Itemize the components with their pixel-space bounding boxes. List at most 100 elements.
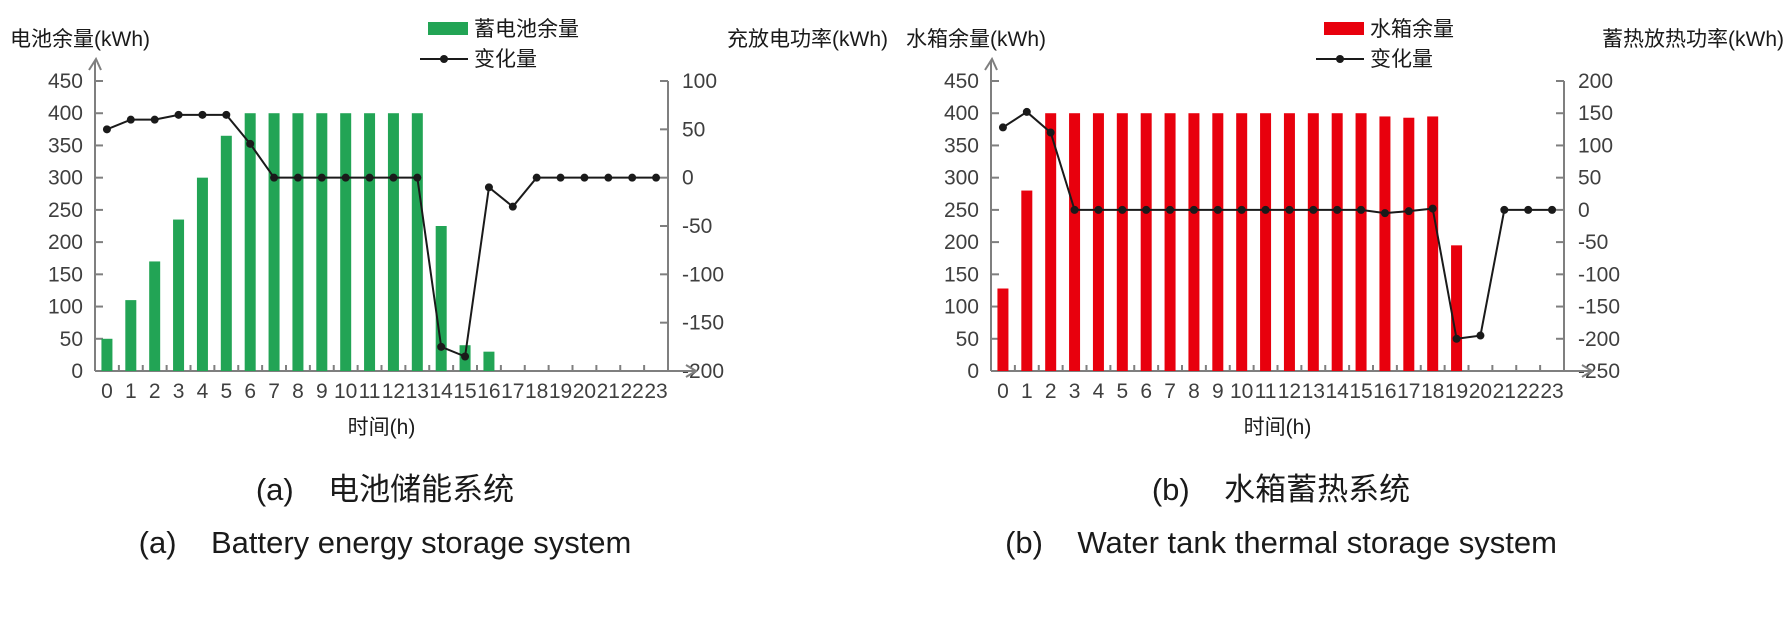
- battery-x-label: 22: [621, 380, 644, 403]
- battery-x-label: 15: [453, 380, 476, 403]
- water-tank-x-label: 9: [1212, 380, 1224, 403]
- water-tank-y-axis-arrow: [984, 56, 998, 71]
- battery-line-point-h22: [628, 173, 637, 182]
- battery-left-tick-label: 250: [48, 199, 83, 222]
- water-tank-left-axis-title: 水箱余量(kWh): [906, 28, 1046, 51]
- battery-legend-line-label: 变化量: [474, 48, 537, 71]
- battery-x-label: 13: [406, 380, 429, 403]
- battery-x-label: 12: [382, 380, 405, 403]
- water-tank-legend-bar-swatch: [1324, 22, 1364, 35]
- battery-line-point-h3: [174, 110, 183, 119]
- water-tank-bar-h4: [1092, 113, 1104, 371]
- water-tank-right-tick-label: 100: [1578, 134, 1613, 157]
- water-tank-line-point-h14: [1333, 205, 1342, 214]
- water-tank-x-label: 18: [1421, 380, 1444, 403]
- water-tank-caption-zh: (b) 水箱蓄热系统: [1151, 472, 1411, 507]
- water-tank-x-label: 19: [1445, 380, 1468, 403]
- battery-right-tick-label: -100: [682, 263, 724, 286]
- water-tank-x-label: 1: [1021, 380, 1033, 403]
- water-tank-x-axis-arrow: [1581, 364, 1594, 378]
- battery-line-point-h12: [389, 173, 398, 182]
- battery-left-tick-label: 200: [48, 231, 83, 254]
- water-tank-left-tick-label: 400: [944, 102, 979, 125]
- water-tank-x-label: 17: [1397, 380, 1420, 403]
- battery-line-point-h2: [150, 115, 159, 124]
- water-tank-line-point-h15: [1357, 205, 1366, 214]
- water-tank-line-point-h8: [1189, 205, 1198, 214]
- battery-caption-en: (a) Battery energy storage system: [138, 525, 632, 560]
- water-tank-bar-h11: [1260, 113, 1272, 371]
- water-tank-line-point-h21: [1500, 205, 1509, 214]
- water-tank-x-label: 0: [997, 380, 1009, 403]
- battery-line-point-h7: [270, 173, 279, 182]
- battery-chart: 电池余量(kWh) 充放电功率(kWh) 蓄电池余量 变化量 0 50 100 150 200 2…: [0, 6, 896, 458]
- battery-x-label: 23: [644, 380, 667, 403]
- battery-left-axis-title: 电池余量(kWh): [10, 28, 150, 51]
- battery-x-label: 20: [573, 380, 596, 403]
- battery-bar-h12: [387, 113, 399, 371]
- battery-bar-h14: [435, 226, 447, 371]
- figure-storage-systems: 电池余量(kWh) 充放电功率(kWh) 蓄电池余量 变化量 0 50 100 150 200 2…: [0, 6, 1792, 561]
- water-tank-right-tick-label: 50: [1578, 167, 1601, 190]
- battery-line-point-h0: [102, 125, 111, 134]
- battery-right-axis-title: 充放电功率(kWh): [727, 28, 888, 51]
- water-tank-left-tick-label: 350: [944, 134, 979, 157]
- water-tank-line-point-h20: [1476, 331, 1485, 340]
- water-tank-line-point-h11: [1261, 205, 1270, 214]
- water-tank-bar-h5: [1116, 113, 1128, 371]
- battery-chart-svg: 电池余量(kWh) 充放电功率(kWh)蓄电池余量变化量0501001502002…: [10, 18, 888, 439]
- battery-bar-h7: [268, 113, 280, 371]
- water-tank-bar-h12: [1283, 113, 1295, 371]
- water-tank-line-point-h7: [1166, 205, 1175, 214]
- water-tank-x-label: 7: [1164, 380, 1176, 403]
- water-tank-right-tick-label: -50: [1578, 231, 1608, 254]
- water-tank-bar-h1: [1021, 190, 1033, 371]
- battery-left-tick-label: 350: [48, 134, 83, 157]
- battery-x-label: 0: [101, 380, 113, 403]
- water-tank-x-label: 22: [1517, 380, 1540, 403]
- water-tank-change-line: [1002, 110, 1553, 340]
- water-tank-x-label: 6: [1140, 380, 1152, 403]
- water-tank-left-tick-label: 150: [944, 263, 979, 286]
- water-tank-right-tick-label: -250: [1578, 360, 1620, 383]
- battery-line-point-h17: [508, 202, 517, 211]
- water-tank-left-tick-label: 450: [944, 70, 979, 93]
- water-tank-legend-bar-label: 水箱余量: [1370, 18, 1454, 41]
- water-tank-x-label: 5: [1116, 380, 1128, 403]
- water-tank-bar-h14: [1331, 113, 1343, 371]
- battery-right-tick-label: -200: [682, 360, 724, 383]
- battery-right-tick-label: 50: [682, 118, 705, 141]
- battery-y-axis-arrow: [88, 56, 102, 71]
- battery-bar-h8: [292, 113, 304, 371]
- battery-bar-h16: [483, 351, 495, 371]
- water-tank-left-tick-label: 250: [944, 199, 979, 222]
- battery-line-point-h16: [484, 183, 493, 192]
- water-tank-left-tick-label: 100: [944, 296, 979, 319]
- battery-bar-h13: [411, 113, 423, 371]
- water-tank-x-label: 11: [1255, 380, 1277, 403]
- water-tank-line-point-h10: [1237, 205, 1246, 214]
- battery-bar-h4: [196, 177, 208, 371]
- water-tank-x-label: 23: [1540, 380, 1563, 403]
- water-tank-chart: 水箱余量(kWh) 蓄热放热功率(kWh) 水箱余量 变化量 0 50 100 150 200 2…: [896, 6, 1792, 458]
- battery-line-point-h15: [461, 352, 470, 361]
- battery-x-label: 3: [173, 380, 185, 403]
- battery-line-point-h1: [126, 115, 135, 124]
- water-tank-x-label: 20: [1469, 380, 1492, 403]
- battery-x-label: 18: [525, 380, 548, 403]
- water-tank-line-point-h23: [1548, 205, 1557, 214]
- battery-line-point-h8: [293, 173, 302, 182]
- water-tank-bar-h15: [1355, 113, 1367, 371]
- battery-bar-h6: [244, 113, 256, 371]
- water-tank-line-point-h3: [1070, 205, 1079, 214]
- battery-left-tick-label: 0: [71, 360, 83, 383]
- battery-line-point-h18: [532, 173, 541, 182]
- battery-left-tick-label: 150: [48, 263, 83, 286]
- water-tank-caption-en: (b) Water tank thermal storage system: [1005, 525, 1557, 560]
- water-tank-x-label: 16: [1373, 380, 1396, 403]
- battery-right-tick-label: 100: [682, 70, 717, 93]
- water-tank-x-label: 4: [1093, 380, 1105, 403]
- water-tank-panel: 水箱余量(kWh) 蓄热放热功率(kWh) 水箱余量 变化量 0 50 100 150 200 2…: [896, 6, 1792, 561]
- battery-panel: 电池余量(kWh) 充放电功率(kWh) 蓄电池余量 变化量 0 50 100 150 200 2…: [0, 6, 896, 561]
- battery-bar-h9: [316, 113, 328, 371]
